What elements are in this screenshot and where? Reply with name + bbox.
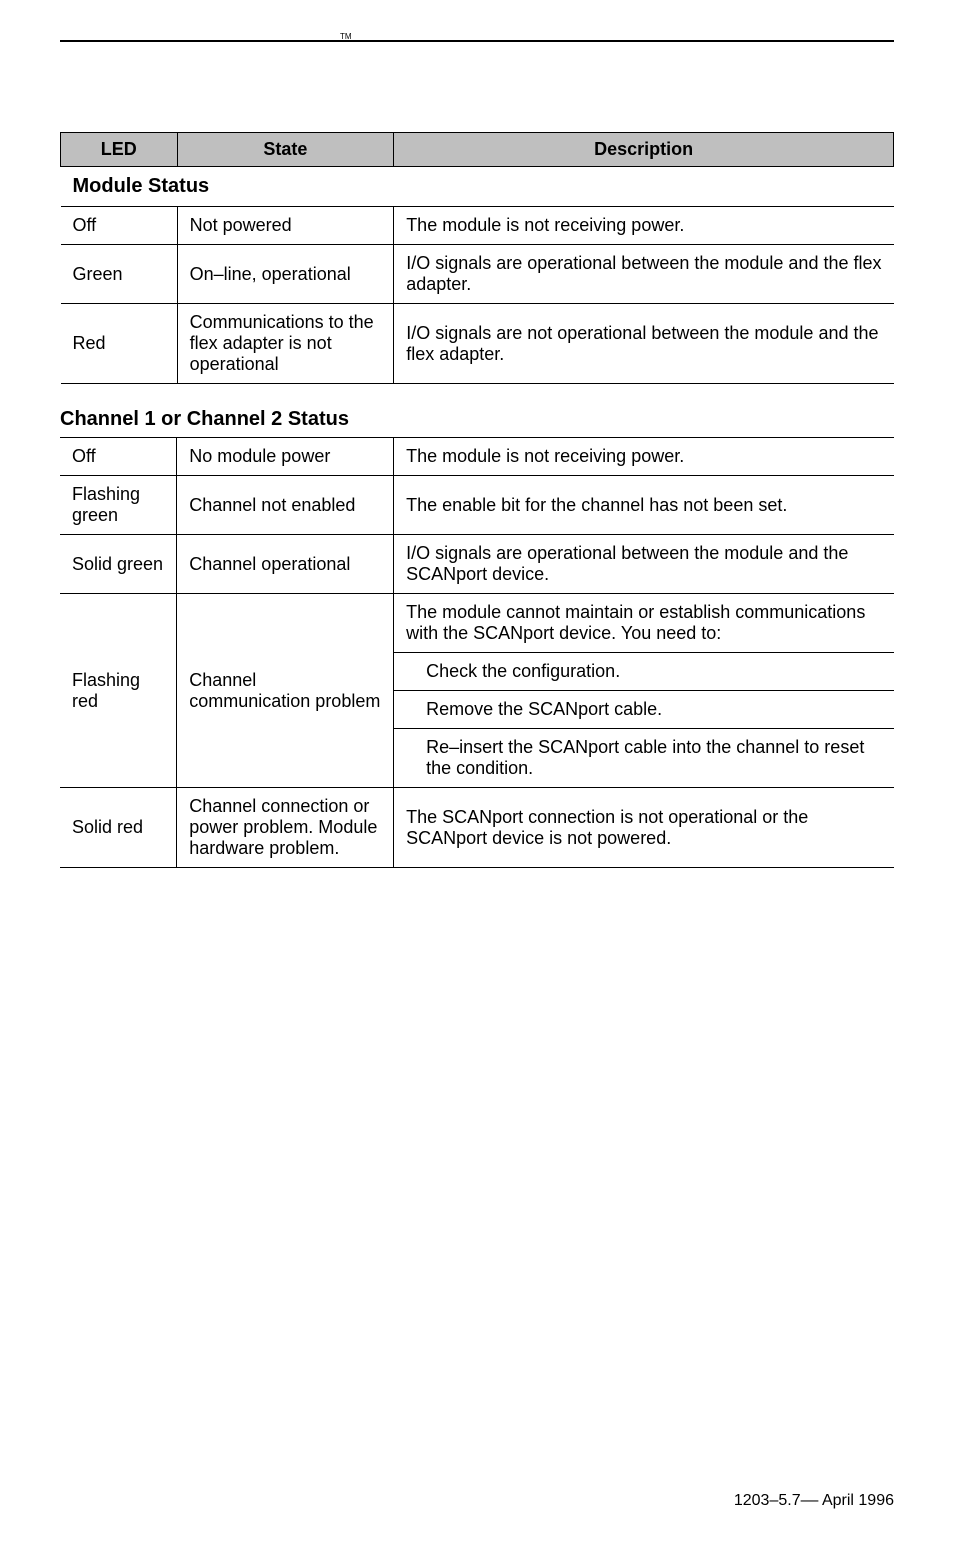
cell-state: Channel connection or power problem. Mod… [177, 788, 394, 868]
desc-line: The module cannot maintain or establish … [394, 594, 894, 653]
cell-state: On–line, operational [177, 245, 394, 304]
cell-state: Not powered [177, 207, 394, 245]
cell-led: Off [61, 207, 178, 245]
table-row: Green On–line, operational I/O signals a… [61, 245, 894, 304]
cell-desc: I/O signals are operational between the … [394, 245, 894, 304]
cell-led: Flashing green [60, 476, 177, 535]
cell-led: Green [61, 245, 178, 304]
section-channel-status: Channel 1 or Channel 2 Status [60, 408, 894, 431]
cell-state: Channel communication problem [177, 594, 394, 788]
top-rule [60, 40, 894, 42]
cell-led: Flashing red [60, 594, 177, 788]
cell-state: Communications to the flex adapter is no… [177, 304, 394, 384]
cell-led: Off [60, 438, 177, 476]
module-status-table: LED State Description Module Status Off … [60, 132, 894, 384]
cell-led: Solid green [60, 535, 177, 594]
header-led: LED [61, 133, 178, 167]
section-module-status: Module Status [61, 167, 894, 207]
header-desc: Description [394, 133, 894, 167]
tm-mark: TM [340, 32, 352, 41]
table-row: Red Communications to the flex adapter i… [61, 304, 894, 384]
cell-desc: The module is not receiving power. [394, 207, 894, 245]
table-row: Solid green Channel operational I/O sign… [60, 535, 894, 594]
cell-desc: The SCANport connection is not operation… [394, 788, 894, 868]
desc-line: Remove the SCANport cable. [394, 691, 894, 729]
header-state: State [177, 133, 394, 167]
cell-desc: I/O signals are operational between the … [394, 535, 894, 594]
footer-text: 1203–5.7–– April 1996 [734, 1492, 894, 1510]
desc-line: Re–insert the SCANport cable into the ch… [394, 729, 894, 787]
desc-line: Check the configuration. [394, 653, 894, 691]
table-row: Off Not powered The module is not receiv… [61, 207, 894, 245]
table-row: Solid red Channel connection or power pr… [60, 788, 894, 868]
top-rule-container: TM [60, 40, 894, 42]
cell-led: Red [61, 304, 178, 384]
cell-desc: The module is not receiving power. [394, 438, 894, 476]
channel-status-table: Off No module power The module is not re… [60, 437, 894, 868]
table-row: Flashing green Channel not enabled The e… [60, 476, 894, 535]
cell-state: No module power [177, 438, 394, 476]
cell-state: Channel operational [177, 535, 394, 594]
cell-desc: I/O signals are not operational between … [394, 304, 894, 384]
cell-led: Solid red [60, 788, 177, 868]
cell-desc: The enable bit for the channel has not b… [394, 476, 894, 535]
table-row: Flashing red Channel communication probl… [60, 594, 894, 788]
cell-state: Channel not enabled [177, 476, 394, 535]
cell-desc-multi: The module cannot maintain or establish … [394, 594, 894, 788]
table-row: Off No module power The module is not re… [60, 438, 894, 476]
